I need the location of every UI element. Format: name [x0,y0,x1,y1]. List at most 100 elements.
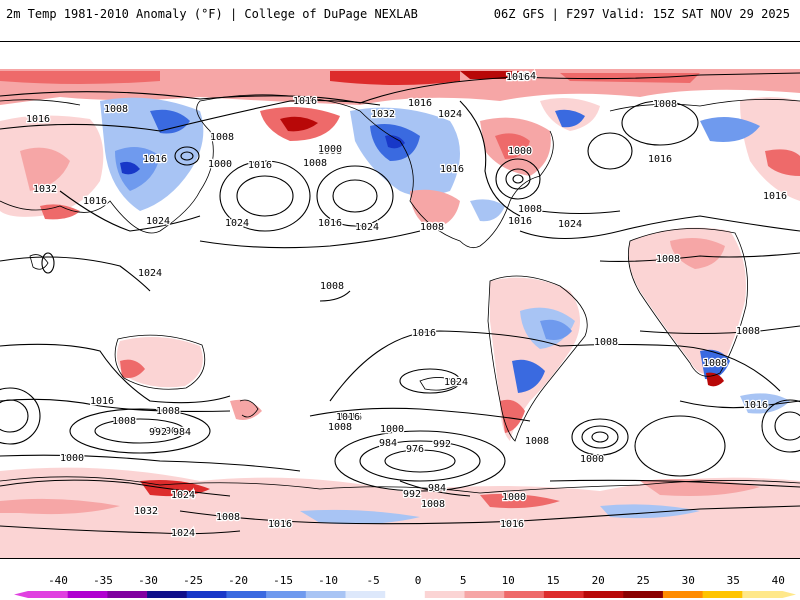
isobar-label: 1024 [171,490,195,501]
color-scale-legend: -40 -35 -30 -25 -20 -15 -10 -5 0 5 10 15 20 25 30 35 40 [14,574,796,598]
legend-tick-label: 0 [415,574,422,587]
isobar-label: 1000 [580,454,604,465]
isobar-label: 992 [149,427,167,438]
isobar-label: 1016 [268,519,292,530]
isobar-label: 1008 [736,326,760,337]
legend-color-swatch [345,591,386,598]
legend-tick-labels: -40 -35 -30 -25 -20 -15 -10 -5 0 5 10 15 20 25 30 35 40 [48,574,785,587]
isobar-label: 1008 [318,146,342,157]
isobar-label: 1000 [60,453,84,464]
isobar-label: 1016 [318,218,342,229]
isobar-label: 1008 [703,358,727,369]
legend-color-swatch [504,591,545,598]
legend-color-swatch [28,591,69,598]
legend-tick-label: -20 [228,574,248,587]
legend-low-arrow [14,591,28,598]
isobar-label: 1016 [506,72,530,83]
isobar-label: 992 [433,439,451,450]
legend-color-swatch [583,591,624,598]
legend-tick-label: 40 [772,574,785,587]
isobar-label: 1008 [518,204,542,215]
isobar-label: 1024 [438,109,462,120]
isobar-label: 1016 [408,98,432,109]
legend-tick-label: -30 [138,574,158,587]
legend-tick-label: -5 [366,574,379,587]
legend-color-swatch [543,591,585,598]
legend-color-swatch [385,591,426,598]
isobar-label: 1032 [134,506,158,517]
isobar-label: 1016 [440,164,464,175]
legend-tick-label: 30 [682,574,695,587]
isobar-label: 1016 [293,96,317,107]
isobar-label: 1016 [248,160,272,171]
isobar-label: 1032 [371,109,395,120]
legend-tick-label: 15 [547,574,560,587]
isobar-label: 1008 [303,158,327,169]
isobar-label: 1008 [653,99,677,110]
isobar-label: 992 [403,489,421,500]
isobar-label: 1024 [225,218,249,229]
isobar-label: 1008 [525,436,549,447]
isobar-label: 976 [406,444,424,455]
isobar-label: 1000 [318,144,342,155]
isobar-label: 1024 [444,377,468,388]
isobar-label: 984 [379,438,397,449]
legend-color-swatch [305,591,346,598]
legend-tick-label: -10 [318,574,338,587]
legend-color-swatch [623,591,664,598]
legend-color-swatch [226,591,267,598]
legend-color-swatch [662,591,704,598]
isobar-label: 1000 [502,492,526,503]
isobar-label: 1008 [156,406,180,417]
isobar-label: 1016 [338,412,362,423]
isobar-label: 1016 [336,412,360,423]
isobar-label: 1008 [420,222,444,233]
isobar-label: 1008 [216,512,240,523]
isobar-label: 1008 [421,222,445,233]
legend-color-swatch [742,591,783,598]
isobar-label: 1008 [320,281,344,292]
isobar-contours [0,72,800,535]
isobar-label: 1016 [508,216,532,227]
anomaly-map: 1024100810161016100810321024100810161000… [0,69,800,558]
isobar-label: 1008 [104,104,128,115]
legend-tick-label: 25 [637,574,650,587]
isobar-label: 984 [428,483,446,494]
isobar-label: 1016 [380,424,404,435]
legend-tick-label: 5 [460,574,467,587]
isobar-label: 1024 [146,216,170,227]
isobar-label: 1008 [421,499,445,510]
map-title: 2m Temp 1981-2010 Anomaly (°F) | College… [6,7,418,21]
isobar-label: 1016 [26,114,50,125]
legend-tick-label: -25 [183,574,203,587]
isobar-label: 1016 [83,196,107,207]
isobar-label: 1000 [508,146,532,157]
isobar-label: 1032 [33,184,57,195]
isobar-label: 1016 [143,154,167,165]
isobar-label: 1008 [112,416,136,427]
isobar-label: 1024 [138,268,162,279]
isobar-label: 1024 [558,219,582,230]
isobar-label: 1008 [328,422,352,433]
legend-tick-label: -15 [273,574,293,587]
legend-tick-label: 20 [592,574,605,587]
isobar-label: 1016 [500,519,524,530]
model-run-info: 06Z GFS | F297 Valid: 15Z SAT NOV 29 202… [493,7,790,21]
legend-high-arrow [782,591,796,598]
isobar-label: 1024 [512,71,536,82]
isobar-label: 984 [173,427,191,438]
legend-color-swatch [67,591,108,598]
legend-tick-label: 10 [502,574,515,587]
isobar-label: 1000 [380,424,404,435]
legend-tick-label: -40 [48,574,68,587]
map-panel: 1024 1008 1016 1016 1008 1032 1024 1008 1016 1000… [0,41,800,559]
isobar-label: 1016 [648,154,672,165]
isobar-label: 1000 [153,426,177,437]
anomaly-shading [0,69,800,558]
isobar-label: 1008 [594,337,618,348]
legend-color-swatch [266,591,307,598]
legend-color-swatch [107,591,148,598]
legend-color-swatch [147,591,188,598]
contour-labels: 1024100810161016100810321024100810161000… [25,70,789,541]
isobar-label: 1024 [171,528,195,539]
